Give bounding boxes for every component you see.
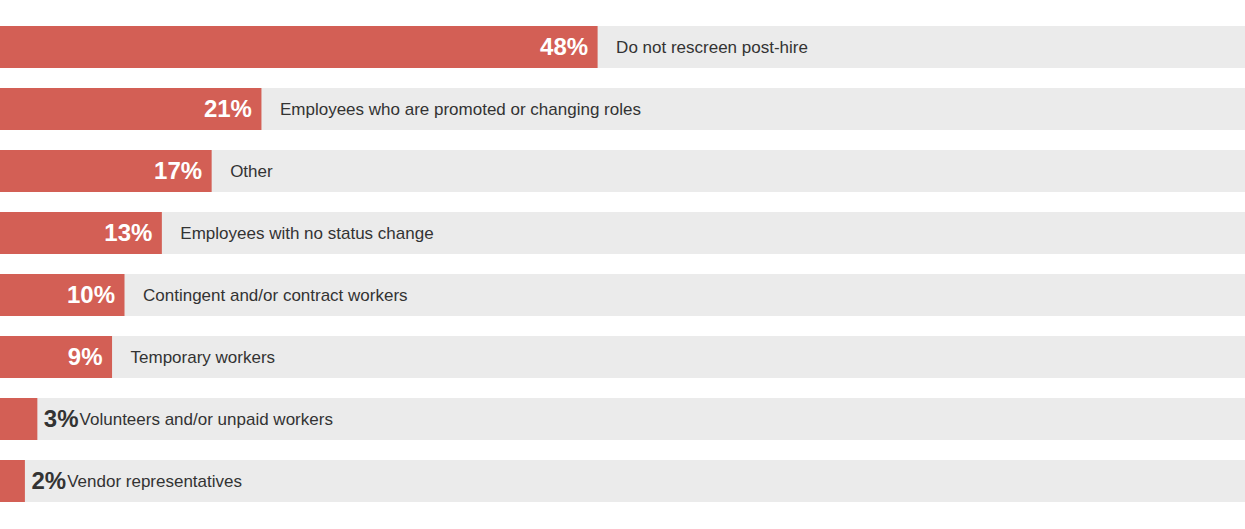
svg-text:10%: 10%	[67, 281, 115, 308]
svg-text:13%: 13%	[104, 219, 152, 246]
svg-text:Volunteers and/or unpaid worke: Volunteers and/or unpaid workers	[80, 410, 333, 429]
svg-text:9%: 9%	[68, 343, 103, 370]
svg-text:Temporary workers: Temporary workers	[131, 348, 276, 367]
svg-text:Vendor representatives: Vendor representatives	[67, 472, 242, 491]
svg-text:Other: Other	[230, 162, 273, 181]
svg-text:Do not rescreen post-hire: Do not rescreen post-hire	[616, 38, 808, 57]
svg-text:Contingent and/or contract wor: Contingent and/or contract workers	[143, 286, 408, 305]
svg-text:Employees who are promoted or: Employees who are promoted or changing r…	[280, 100, 641, 119]
svg-text:3%: 3%	[44, 405, 79, 432]
svg-text:21%: 21%	[204, 95, 252, 122]
svg-text:48%: 48%	[540, 33, 588, 60]
svg-text:Employees with no status chang: Employees with no status change	[180, 224, 433, 243]
svg-text:2%: 2%	[31, 467, 66, 494]
svg-text:17%: 17%	[154, 157, 202, 184]
